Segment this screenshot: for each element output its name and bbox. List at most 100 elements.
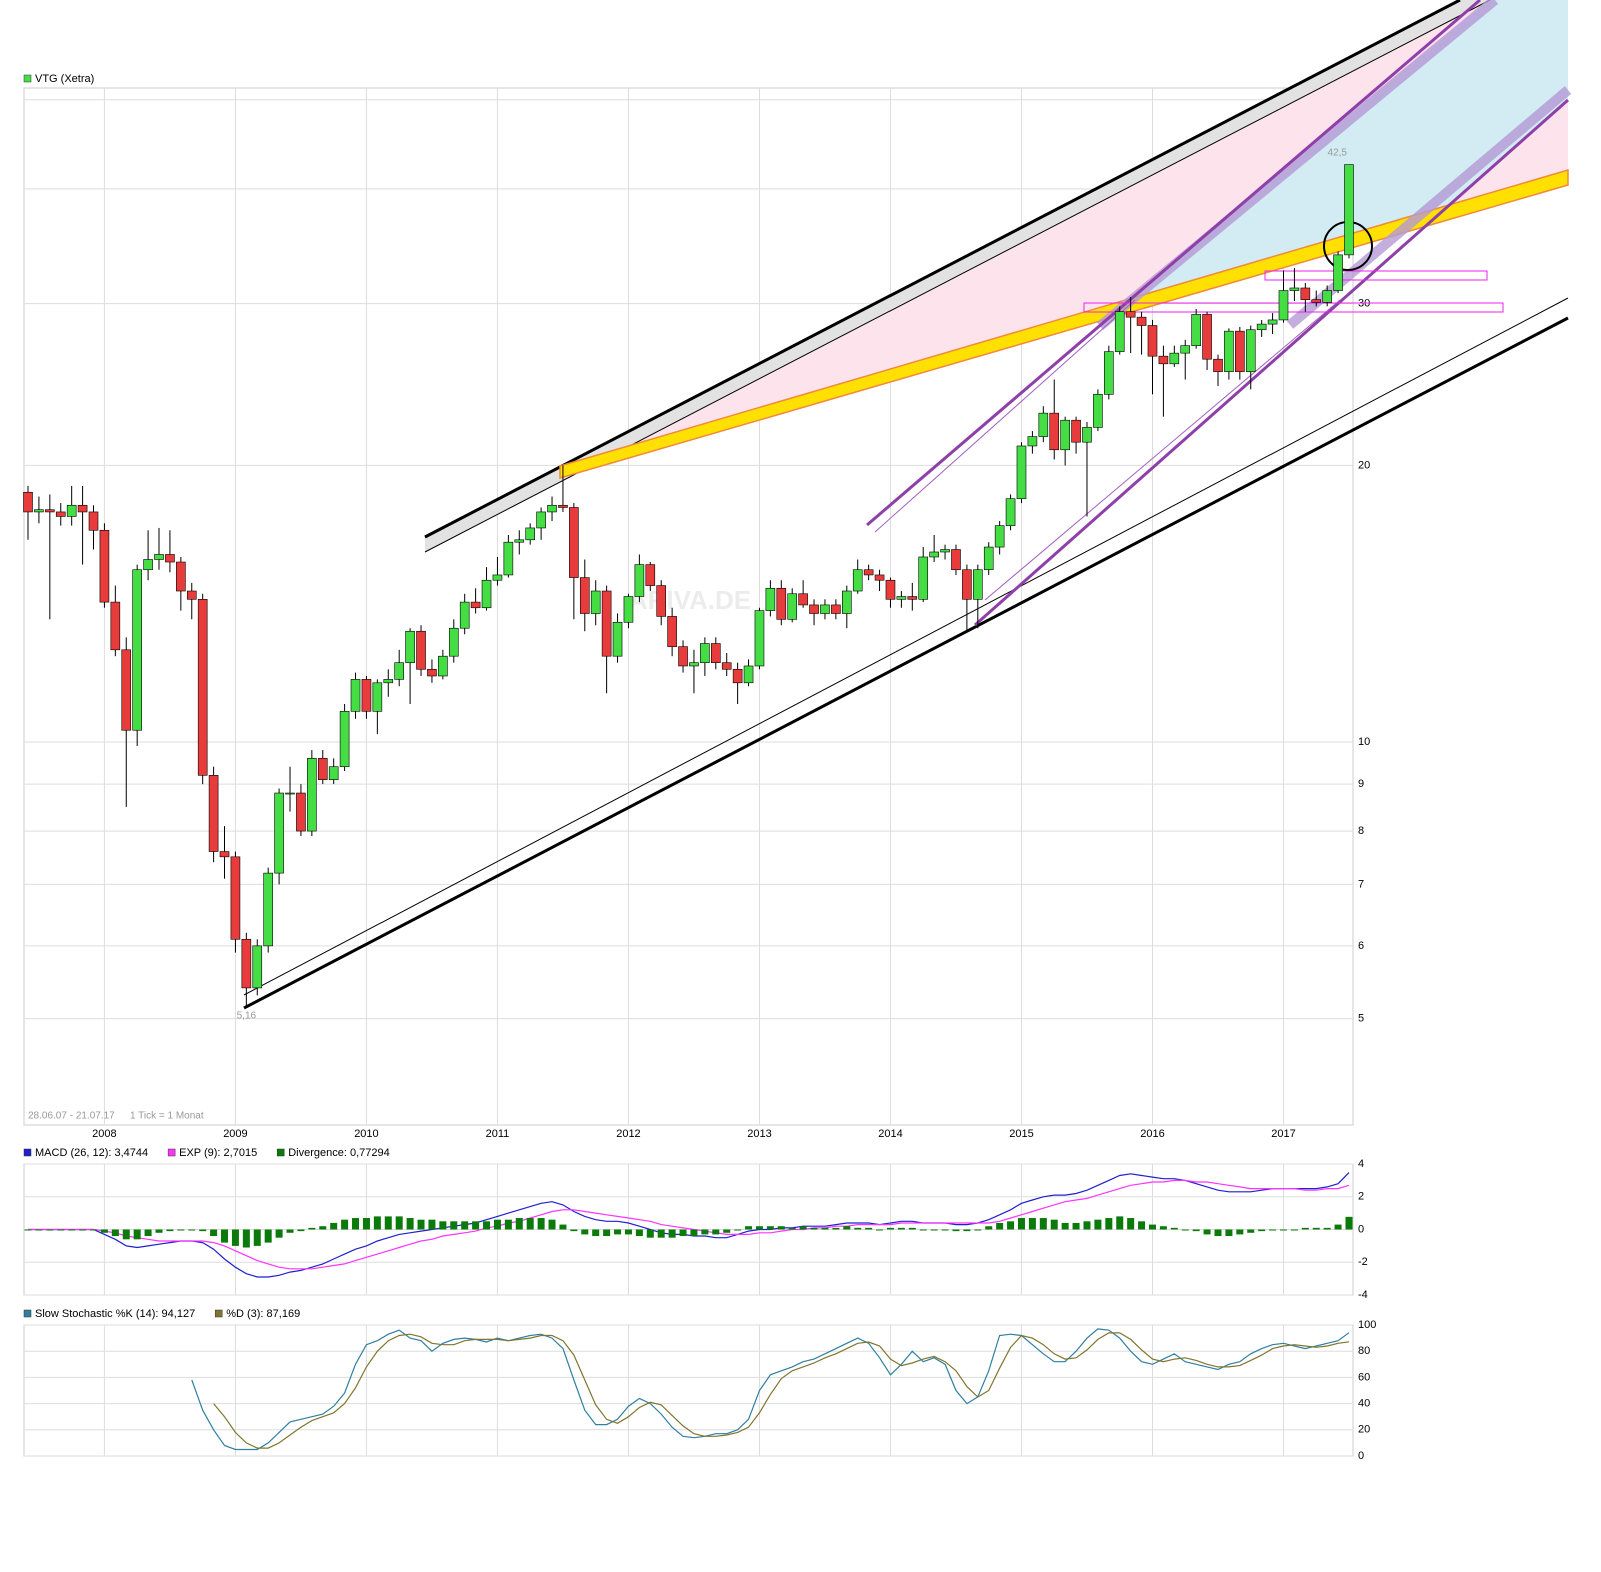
candle-body [1202, 314, 1212, 360]
indicator-line [213, 1332, 1350, 1449]
divergence-bar [570, 1229, 578, 1232]
legend-swatch [23, 1309, 32, 1318]
divergence-bar [155, 1229, 163, 1233]
divergence-bar [68, 1229, 76, 1231]
candle-body [983, 546, 994, 571]
candle-body [459, 601, 470, 629]
x-tick-label: 2014 [878, 1128, 902, 1140]
y-tick-label: 80 [1358, 1345, 1370, 1357]
divergence-bar [439, 1221, 447, 1230]
divergence-bar [319, 1226, 327, 1230]
candle-body [1049, 412, 1060, 451]
divergence-bar [635, 1229, 643, 1237]
legend-label: MACD (26, 12): 3,4744 [35, 1147, 148, 1159]
divergence-bar [526, 1218, 534, 1230]
candle-body [1060, 419, 1070, 451]
candle-body [307, 758, 317, 832]
divergence-bar [1203, 1229, 1211, 1235]
candle-body [121, 649, 132, 731]
divergence-bar [788, 1227, 796, 1230]
divergence-bar [24, 1229, 32, 1231]
candle-body [1027, 436, 1038, 447]
legend-label: Slow Stochastic %K (14): 94,127 [35, 1308, 195, 1320]
candle-body [1289, 287, 1300, 291]
candle-body [383, 679, 394, 684]
divergence-bar [865, 1227, 873, 1230]
candle-body [929, 551, 939, 558]
candle-body [994, 525, 1005, 548]
candle-body [940, 549, 950, 553]
divergence-bar [810, 1227, 818, 1230]
candle-body [667, 616, 677, 647]
candle-body [317, 758, 328, 780]
candle-body [1245, 329, 1256, 372]
candle-body [55, 511, 66, 517]
divergence-bar [1105, 1218, 1113, 1230]
divergence-bar [406, 1218, 414, 1230]
drawing-overlay [243, 0, 1572, 1010]
divergence-bar [90, 1229, 98, 1231]
legend-swatch [23, 1148, 32, 1157]
candle-body [230, 856, 241, 940]
divergence-bar [352, 1218, 360, 1230]
candle-body [896, 596, 907, 600]
x-tick-label: 2008 [92, 1128, 116, 1140]
divergence-bar [1072, 1222, 1080, 1230]
candle-body [34, 509, 44, 513]
candle-body [77, 504, 88, 513]
divergence-bar [581, 1229, 589, 1235]
x-tick-label: 2011 [486, 1128, 510, 1140]
magenta-zone [1264, 270, 1488, 281]
candle-body [700, 643, 710, 663]
candle-body [219, 851, 230, 858]
candle-body [208, 775, 219, 852]
divergence-bar [144, 1229, 152, 1237]
candle-body [973, 569, 983, 600]
price-annotation: 42,5 [1328, 147, 1348, 158]
candle-body [514, 539, 525, 543]
y-tick-label: 30 [1358, 298, 1370, 310]
divergence-bar [1290, 1229, 1298, 1231]
divergence-bar [919, 1229, 927, 1231]
candle-body [132, 569, 142, 731]
candle-body [438, 655, 448, 677]
divergence-bar [515, 1218, 523, 1230]
divergence-bar [1301, 1227, 1309, 1230]
divergence-bar [395, 1216, 403, 1230]
legend-label: Divergence: 0,77294 [288, 1147, 390, 1159]
candle-body [1038, 412, 1049, 437]
candle-body [547, 504, 557, 513]
candle-body [1300, 287, 1311, 300]
divergence-bar [592, 1229, 600, 1237]
divergence-bar [996, 1222, 1004, 1230]
candle-body [470, 601, 481, 609]
x-tick-label: 2010 [354, 1128, 378, 1140]
candle-body [1344, 164, 1354, 256]
lower-trendline [243, 316, 1569, 1010]
candle-body [951, 549, 961, 571]
divergence-bar [1236, 1229, 1244, 1235]
upper-trendline [424, 0, 1461, 539]
candle-body [154, 554, 164, 560]
candle-body [99, 529, 110, 603]
divergence-bar [472, 1221, 480, 1230]
x-tick-label: 2012 [616, 1128, 640, 1140]
candle-body [361, 679, 372, 712]
divergence-bar [286, 1229, 294, 1233]
purple-thin [874, 299, 1136, 533]
candle-body [394, 662, 404, 680]
y-tick-label: 8 [1358, 825, 1364, 837]
divergence-bar [373, 1216, 381, 1230]
candle-body [863, 569, 874, 576]
x-tick-label: 2009 [223, 1128, 247, 1140]
candle-body [165, 554, 175, 563]
divergence-bar [1225, 1229, 1233, 1237]
divergence-bar [177, 1229, 185, 1231]
divergence-bar [122, 1229, 130, 1240]
divergence-bar [362, 1218, 370, 1230]
divergence-bar [1138, 1221, 1146, 1230]
divergence-bar [1050, 1219, 1058, 1230]
divergence-bar [624, 1229, 632, 1235]
